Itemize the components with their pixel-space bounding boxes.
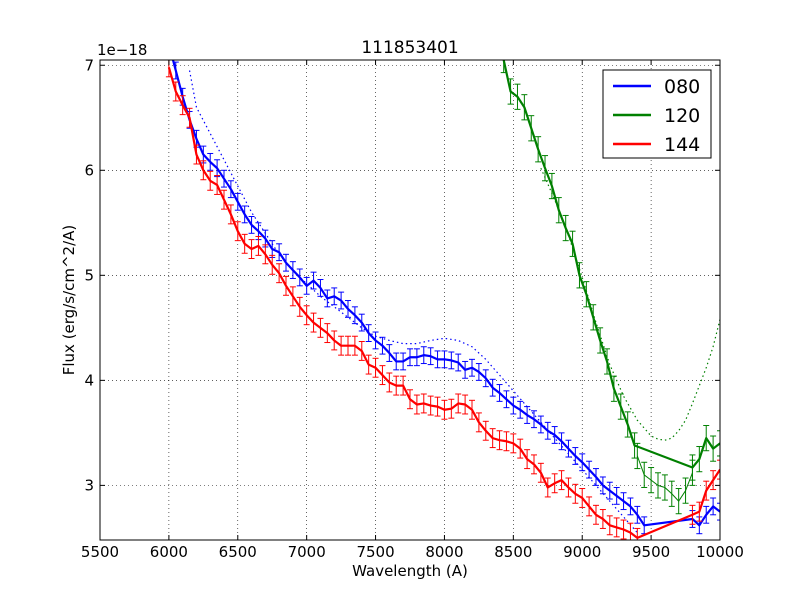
legend: 080 120 144 xyxy=(602,69,712,159)
x-tick-label: 10000 xyxy=(696,543,744,561)
series-120 xyxy=(500,60,720,515)
y-tick-label: 3 xyxy=(84,476,94,494)
x-tick-label: 6500 xyxy=(219,543,257,561)
series-144-line xyxy=(167,67,720,539)
x-tick-label: 5500 xyxy=(81,543,119,561)
x-tick-label: 9500 xyxy=(632,543,670,561)
x-axis-label: Wavelength (A) xyxy=(352,562,468,580)
series-120-line xyxy=(502,60,720,469)
legend-label-120: 120 xyxy=(664,105,700,127)
y-tick-label: 7 xyxy=(84,56,94,74)
plot-frame xyxy=(99,59,721,541)
series-080 xyxy=(171,60,720,535)
ticks: 5500 6000 6500 7000 7500 8000 8500 9000 9500 1000… xyxy=(81,56,744,561)
x-tick-label: 8000 xyxy=(425,543,463,561)
y-axis-label: Flux (erg/s/cm^2/A) xyxy=(60,225,78,376)
plot-content xyxy=(165,60,720,540)
legend-label-080: 080 xyxy=(664,76,700,98)
chart-title: 111853401 xyxy=(361,38,458,58)
y-tick-label: 4 xyxy=(84,371,94,389)
x-tick-label: 7000 xyxy=(288,543,326,561)
series-120-extra-line xyxy=(636,455,693,502)
x-tick-label: 7500 xyxy=(356,543,394,561)
series-144 xyxy=(165,60,720,540)
x-tick-label: 6000 xyxy=(150,543,188,561)
legend-label-144: 144 xyxy=(664,134,700,156)
x-tick-label: 8500 xyxy=(494,543,532,561)
x-tick-label: 9000 xyxy=(563,543,601,561)
y-tick-label: 5 xyxy=(84,266,94,284)
series-080-line xyxy=(171,60,720,527)
y-tick-label: 6 xyxy=(84,161,94,179)
offset-text: 1e−18 xyxy=(97,41,147,59)
